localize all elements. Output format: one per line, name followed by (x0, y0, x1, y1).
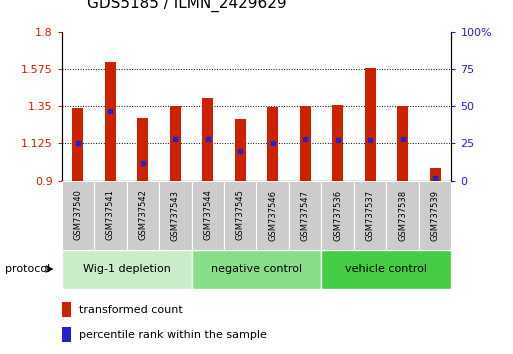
Bar (429, 168, 441, 181)
Text: GSM737543: GSM737543 (171, 189, 180, 241)
Bar (354, 181, 386, 250)
Bar (289, 181, 322, 250)
Text: GSM737541: GSM737541 (106, 190, 115, 240)
Bar (62, 250, 191, 289)
Bar (62, 302, 71, 317)
Bar (322, 181, 354, 250)
Text: GSM737540: GSM737540 (73, 190, 82, 240)
Bar (419, 181, 451, 250)
Bar (256, 181, 289, 250)
Bar (322, 250, 451, 289)
Bar (224, 181, 256, 250)
Bar (170, 106, 181, 181)
Bar (386, 181, 419, 250)
Text: GSM737538: GSM737538 (398, 189, 407, 241)
Text: GSM737544: GSM737544 (203, 190, 212, 240)
Text: vehicle control: vehicle control (345, 264, 427, 274)
Text: GDS5185 / ILMN_2429629: GDS5185 / ILMN_2429629 (87, 0, 287, 12)
Text: GSM737545: GSM737545 (236, 190, 245, 240)
Bar (267, 107, 279, 181)
Text: percentile rank within the sample: percentile rank within the sample (79, 330, 267, 339)
Text: GSM737539: GSM737539 (431, 189, 440, 241)
Text: GSM737547: GSM737547 (301, 189, 310, 241)
Bar (191, 181, 224, 250)
Text: GSM737546: GSM737546 (268, 189, 277, 241)
Bar (62, 327, 71, 342)
Bar (137, 118, 148, 181)
Bar (300, 106, 311, 181)
Bar (191, 250, 322, 289)
Bar (72, 108, 84, 181)
Bar (105, 62, 116, 181)
Bar (332, 105, 343, 181)
Bar (234, 119, 246, 181)
Bar (202, 98, 213, 181)
Bar (159, 181, 191, 250)
Text: protocol: protocol (5, 264, 50, 274)
Text: negative control: negative control (211, 264, 302, 274)
Bar (365, 68, 376, 181)
Text: GSM737536: GSM737536 (333, 189, 342, 241)
Text: GSM737537: GSM737537 (366, 189, 374, 241)
Bar (62, 181, 94, 250)
Text: Wig-1 depletion: Wig-1 depletion (83, 264, 170, 274)
Bar (397, 106, 408, 181)
Text: GSM737542: GSM737542 (139, 190, 147, 240)
Bar (127, 181, 159, 250)
Bar (94, 181, 127, 250)
Text: transformed count: transformed count (79, 305, 183, 315)
